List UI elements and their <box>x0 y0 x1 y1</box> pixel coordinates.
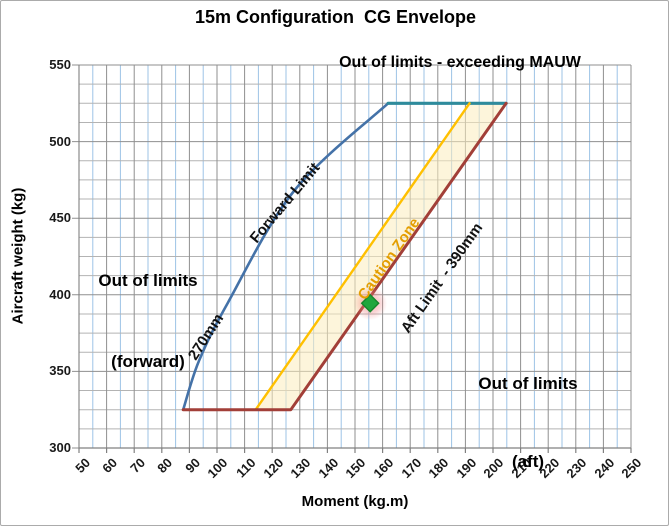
y-tick-label: 400 <box>49 286 71 302</box>
annotation-out-of-limits-forward-line2: (forward) <box>111 352 185 371</box>
x-tick-label: 170 <box>397 455 424 481</box>
x-axis-title: Moment (kg.m) <box>301 493 409 510</box>
annotation-out-of-limits-aft-line1: Out of limits <box>478 374 578 393</box>
y-tick-label: 350 <box>49 363 71 379</box>
x-tick-label: 50 <box>71 455 93 476</box>
x-tick-label: 70 <box>126 455 148 476</box>
x-tick-label: 110 <box>232 455 259 481</box>
chart-title: 15m Configuration CG Envelope <box>194 7 477 27</box>
x-tick-label: 150 <box>342 455 369 481</box>
plot-area <box>72 64 632 453</box>
y-axis-title: Aircraft weight (kg) <box>9 187 27 325</box>
y-tick-label: 550 <box>49 57 71 72</box>
annotation-out-of-limits-forward-line1: Out of limits <box>98 271 198 290</box>
annotation-out-of-limits-aft: Out of limits (aft) <box>467 319 589 525</box>
x-tick-label: 140 <box>315 455 342 481</box>
x-tick-label: 100 <box>204 455 231 481</box>
x-tick-label: 250 <box>618 455 645 481</box>
x-tick-label: 160 <box>370 455 397 481</box>
y-tick-label: 500 <box>49 133 71 149</box>
x-tick-label: 240 <box>591 455 618 481</box>
x-tick-label: 90 <box>182 455 204 476</box>
x-tick-label: 80 <box>154 455 176 476</box>
x-tick-label: 180 <box>425 455 452 481</box>
x-tick-label: 130 <box>287 455 314 481</box>
annotation-out-of-limits-aft-line2: (aft) <box>511 452 545 471</box>
x-tick-label: 120 <box>259 455 286 481</box>
x-tick-label: 60 <box>99 455 121 476</box>
y-tick-label: 450 <box>49 210 71 226</box>
annotation-out-of-limits-forward: Out of limits (forward) <box>91 213 205 429</box>
annotation-out-of-limits-mauw: Out of limits - exceeding MAUW <box>339 54 581 71</box>
cg-data-point <box>360 293 380 313</box>
y-tick-label: 300 <box>49 440 71 455</box>
